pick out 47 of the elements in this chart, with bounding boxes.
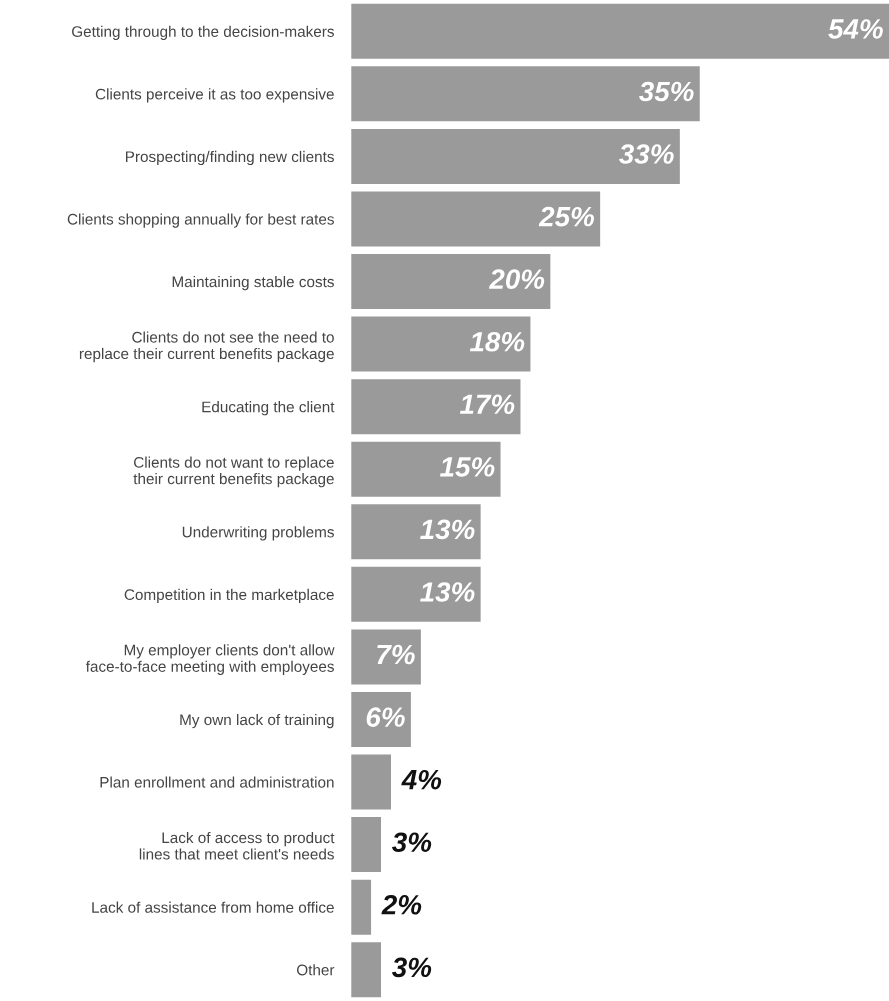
y-tick-label: Clients do not want to replace their current benefits package xyxy=(133,456,334,488)
bar xyxy=(351,879,372,935)
y-tick-label: Prospecting/finding new clients xyxy=(125,150,334,166)
data-label: 3% xyxy=(392,832,432,853)
data-label: 15% xyxy=(440,457,495,477)
bar xyxy=(351,441,501,497)
data-label: 54% xyxy=(828,19,883,39)
bar xyxy=(351,942,382,998)
bar xyxy=(351,754,391,810)
bar xyxy=(351,566,481,622)
y-tick-label: Plan enrollment and administration xyxy=(100,776,334,788)
bar xyxy=(351,191,601,247)
bar xyxy=(351,3,889,59)
y-tick-label: Educating the client xyxy=(202,401,335,416)
data-label: 20% xyxy=(488,269,545,289)
bar xyxy=(351,379,521,435)
data-label: 17% xyxy=(459,394,515,415)
bar xyxy=(351,504,481,560)
data-label: 3% xyxy=(392,957,432,978)
data-label: 4% xyxy=(401,769,442,790)
data-label: 25% xyxy=(538,206,595,227)
data-label: 7% xyxy=(377,644,415,665)
y-tick-label: Lack of assistance from home office xyxy=(92,901,334,913)
bar xyxy=(351,316,531,372)
data-label: 6% xyxy=(366,707,405,727)
y-tick-label: Underwriting problems xyxy=(182,526,334,541)
data-label: 13% xyxy=(420,582,475,602)
data-label: 2% xyxy=(381,894,422,915)
y-tick-label: Clients do not see the need to replace their current benefits package xyxy=(79,331,334,363)
data-label: 33% xyxy=(619,144,674,164)
bar xyxy=(351,817,382,873)
y-tick-label: Maintaining stable costs xyxy=(172,276,334,291)
y-tick-label: My own lack of training xyxy=(180,713,334,729)
bar xyxy=(351,128,680,184)
y-tick-label: Clients shopping annually for best rates xyxy=(67,213,334,228)
y-tick-label: My employer clients don't allow face-to-face meeting with employees xyxy=(85,644,335,675)
data-label: 18% xyxy=(469,331,525,352)
data-label: 13% xyxy=(420,519,475,540)
data-label: 35% xyxy=(639,81,694,102)
y-tick-label: Other xyxy=(297,964,335,976)
bar xyxy=(351,254,551,310)
y-tick-label: Clients perceive it as too expensive xyxy=(95,88,334,103)
bar xyxy=(351,66,700,122)
y-tick-label: Getting through to the decision-makers xyxy=(72,25,334,40)
y-tick-label: Lack of access to product lines that meet client's needs xyxy=(139,831,335,860)
y-tick-label: Competition in the marketplace xyxy=(124,588,334,604)
bar xyxy=(351,629,421,685)
